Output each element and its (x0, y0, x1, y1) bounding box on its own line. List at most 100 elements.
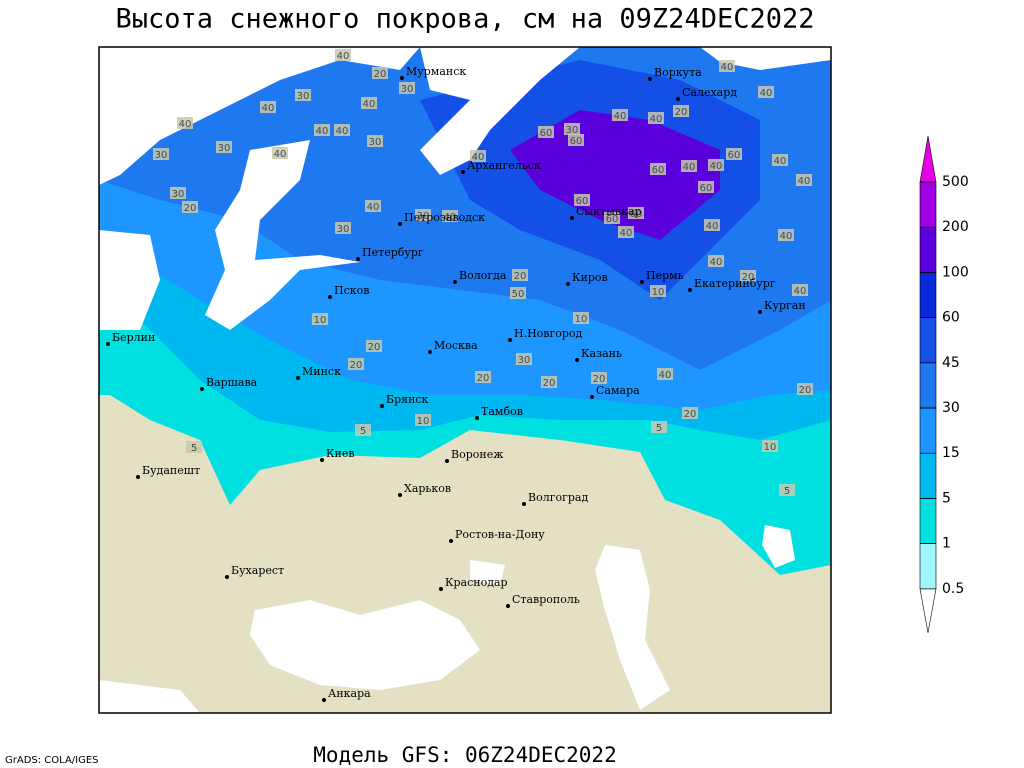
city-label: Киев (326, 447, 355, 460)
contour-label: 40 (659, 370, 672, 381)
contour-label-box (651, 421, 667, 433)
contour-label: 40 (706, 221, 719, 232)
contour-label-box (778, 229, 794, 241)
city-dot (296, 376, 300, 380)
city-dot (758, 310, 762, 314)
contour-label-box (314, 124, 330, 136)
city-dot (676, 97, 680, 101)
city-dot (136, 475, 140, 479)
contour-label: 10 (652, 287, 665, 298)
contour-label-box (512, 269, 528, 281)
contour-label: 40 (710, 161, 723, 172)
contour-label: 40 (363, 99, 376, 110)
contour-label: 40 (780, 231, 793, 242)
contour-label: 40 (262, 103, 275, 114)
sea (470, 560, 505, 585)
city-dot (356, 257, 360, 261)
contour-label-box (541, 376, 557, 388)
contour-label: 40 (614, 111, 627, 122)
colorbar-segment (919, 362, 937, 409)
contour-label: 20 (675, 107, 688, 118)
contour-label: 30 (401, 84, 414, 95)
contour-label: 30 (172, 189, 185, 200)
contour-label-box (516, 353, 532, 365)
city-label: Ставрополь (512, 593, 580, 606)
contour-label: 20 (368, 342, 381, 353)
contour-label: 60 (728, 150, 741, 161)
city-dot (445, 459, 449, 463)
city-dot (449, 539, 453, 543)
contour-label-box (367, 135, 383, 147)
contour-label: 20 (684, 409, 697, 420)
city-dot (508, 338, 512, 342)
city-dot (428, 350, 432, 354)
contour-label: 10 (575, 314, 588, 325)
colorbar-segment (919, 226, 937, 273)
city-dot (522, 502, 526, 506)
colorbar-segment (919, 452, 937, 499)
contour-label: 30 (337, 224, 350, 235)
city-dot (688, 288, 692, 292)
sea (595, 545, 670, 710)
contour-label: 10 (417, 416, 430, 427)
contour-label-box (365, 200, 381, 212)
contour-label-box (442, 210, 458, 222)
city-dot (640, 280, 644, 284)
colorbar-label: 500 (942, 174, 969, 190)
contour-label: 20 (742, 272, 755, 283)
sea (420, 47, 580, 175)
map (98, 46, 832, 714)
colorbar-top (919, 135, 937, 183)
colorbar-segment (919, 407, 937, 454)
city-dot (648, 77, 652, 81)
contour-label-box (335, 49, 351, 61)
colorbar-segment (919, 317, 937, 364)
contour-label: 40 (620, 228, 633, 239)
contour-label-box (650, 285, 666, 297)
contour-label: 60 (630, 209, 643, 220)
colorbar-label: 100 (942, 264, 969, 280)
contour-label-box (762, 440, 778, 452)
colorbar-label: 1 (942, 536, 951, 552)
contour-label: 40 (367, 202, 380, 213)
contour-label: 5 (360, 426, 366, 437)
city-label: Брянск (386, 393, 429, 406)
contour-label: 30 (297, 91, 310, 102)
city-label: Казань (581, 347, 622, 360)
contour-label: 5 (191, 443, 197, 454)
contour-label: 40 (710, 257, 723, 268)
colorbar-label: 5 (942, 490, 951, 506)
city-dot (380, 404, 384, 408)
colorbar-segment (919, 181, 937, 228)
contour-label: 40 (650, 114, 663, 125)
contour-label: 20 (799, 385, 812, 396)
city-label: Минск (302, 365, 341, 378)
city-dot (200, 387, 204, 391)
contour-label: 40 (760, 88, 773, 99)
contour-label-box (648, 112, 664, 124)
city-dot (106, 342, 110, 346)
city-label: Н.Новгород (514, 327, 583, 340)
colorbar-label: 45 (942, 355, 960, 371)
sea (250, 600, 480, 690)
city-label: Курган (764, 299, 806, 312)
contour-label-box (366, 340, 382, 352)
contour-label-box (272, 147, 288, 159)
colorbar-label: 15 (942, 445, 960, 461)
city-dot (590, 395, 594, 399)
city-label: Мурманск (406, 65, 466, 78)
contour-label: 20 (514, 271, 527, 282)
contour-label: 30 (369, 137, 382, 148)
city-dot (453, 280, 457, 284)
city-dot (475, 416, 479, 420)
contour-label-box (618, 226, 634, 238)
city-dot (320, 458, 324, 462)
city-label: Салехард (682, 86, 737, 99)
contour-label: 20 (184, 203, 197, 214)
city-dot (398, 493, 402, 497)
contour-label-box (772, 154, 788, 166)
city-dot (225, 575, 229, 579)
contour-label-box (673, 105, 689, 117)
contour-label: 40 (444, 212, 457, 223)
contour-label-box (170, 187, 186, 199)
